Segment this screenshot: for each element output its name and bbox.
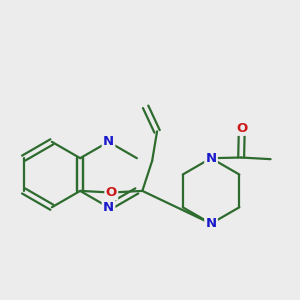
Text: N: N [103,201,114,214]
Text: N: N [206,152,217,165]
Text: N: N [206,217,217,230]
Text: N: N [103,135,114,148]
Text: O: O [106,186,117,199]
Text: O: O [236,122,248,135]
